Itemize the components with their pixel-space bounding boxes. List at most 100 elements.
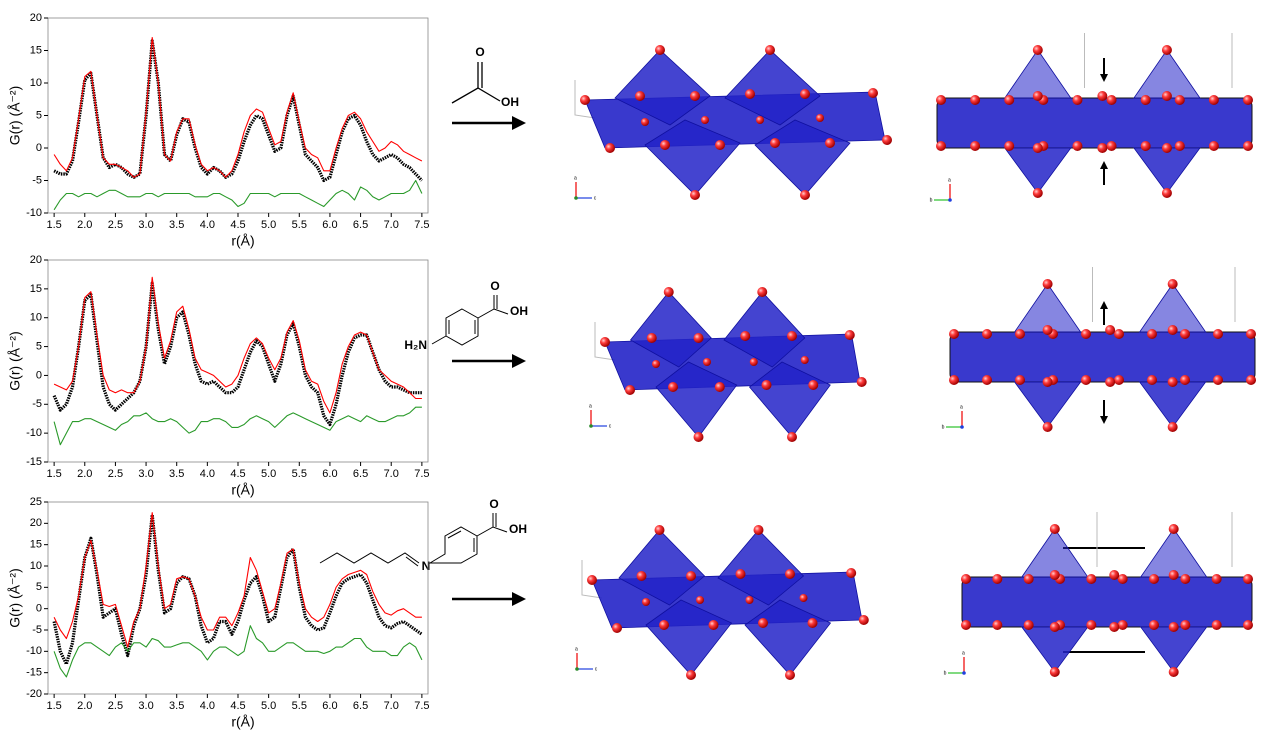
axis-label: a [960,404,963,410]
atom [745,596,754,604]
polyhedron [748,361,831,438]
x-axis-label: r(Å) [231,233,254,249]
polyhedron [614,49,711,126]
atom [1042,279,1053,289]
x-tick-label: 4.0 [200,700,215,712]
y-tick-label: 0 [36,142,42,154]
x-tick-label: 2.0 [77,700,92,712]
y-tick-label: -15 [26,456,42,468]
atom [1004,95,1015,105]
x-tick-label: 2.5 [108,219,123,231]
difference-curve [53,625,423,678]
fit-curve [53,276,422,414]
y-tick-label: -20 [26,688,42,700]
atom [708,620,719,630]
atom [1042,325,1053,335]
axis-label: a [574,175,577,181]
x-tick-label: 4.5 [230,468,245,480]
atom [868,88,878,98]
y-tick-label: -10 [26,645,42,657]
atom [1032,143,1043,153]
atom [1243,620,1253,630]
atom [1180,375,1190,385]
atom [1147,329,1157,339]
atom [693,432,704,442]
y-axis-label: G(r) (Å⁻²) [7,568,23,627]
polyhedron [644,119,741,196]
atom [1106,141,1117,151]
atom [714,382,725,392]
x-tick-label: 5.5 [292,700,307,712]
atom [1105,325,1116,335]
atom [1042,377,1053,387]
atom [1086,620,1097,630]
atom [961,620,971,630]
x-tick-label: 6.5 [353,219,368,231]
atom [1161,143,1172,153]
atom [690,91,700,101]
atom [1180,620,1191,630]
axis-origin [589,424,593,428]
x-tick-label: 3.5 [169,219,184,231]
atom [1109,622,1120,632]
atom [1072,141,1083,151]
atom [1167,279,1178,289]
atom [1032,45,1043,55]
atom [1105,377,1116,387]
polyhedron [1138,283,1207,333]
atom [757,287,768,297]
atom [1015,375,1025,385]
x-tick-label: 6.0 [322,468,337,480]
axis-label: a [948,177,951,183]
x-tick-label: 6.0 [322,700,337,712]
atom [1106,95,1117,105]
polyhedron [724,49,821,126]
atom [1049,667,1060,677]
atom [1168,622,1179,632]
y-tick-label: 10 [30,77,42,89]
atom [1174,95,1185,105]
x-tick-label: 6.5 [353,468,368,480]
molecule [319,513,508,567]
axis-label: c [595,666,598,672]
axis-label: c [594,195,597,201]
x-tick-label: 5.0 [261,219,276,231]
atom [1180,329,1190,339]
atom [1097,91,1108,101]
atom [992,574,1003,584]
atom [1042,422,1053,432]
atom-label: O [490,279,499,293]
x-tick-label: 7.0 [384,219,399,231]
atom [690,190,700,200]
atom [753,525,764,535]
x-tick-label: 1.5 [46,468,61,480]
y-tick-label: 0 [36,369,42,381]
atom [1109,570,1120,580]
observed-curve [52,281,422,427]
atom [1117,620,1128,630]
atom [1081,375,1091,385]
axis-label: c [609,423,612,429]
atom [816,114,824,122]
atom [1161,188,1172,198]
atom [1114,375,1124,385]
atom [1243,574,1253,584]
y-tick-label: -10 [26,207,42,219]
atom [1015,329,1025,339]
layer [961,576,1253,628]
axis-origin [575,667,579,671]
atom [1211,574,1222,584]
axis-label: b [942,424,945,430]
atom [1023,574,1034,584]
y-tick-label: -5 [32,398,42,410]
atom-label: N [422,559,431,573]
atom [745,89,755,99]
polyhedron [754,119,851,196]
atom [1004,141,1015,151]
atom [663,287,674,297]
polyhedron [723,291,806,368]
axis-label: a [962,650,965,656]
x-tick-label: 1.5 [46,219,61,231]
polyhedron [655,361,738,438]
